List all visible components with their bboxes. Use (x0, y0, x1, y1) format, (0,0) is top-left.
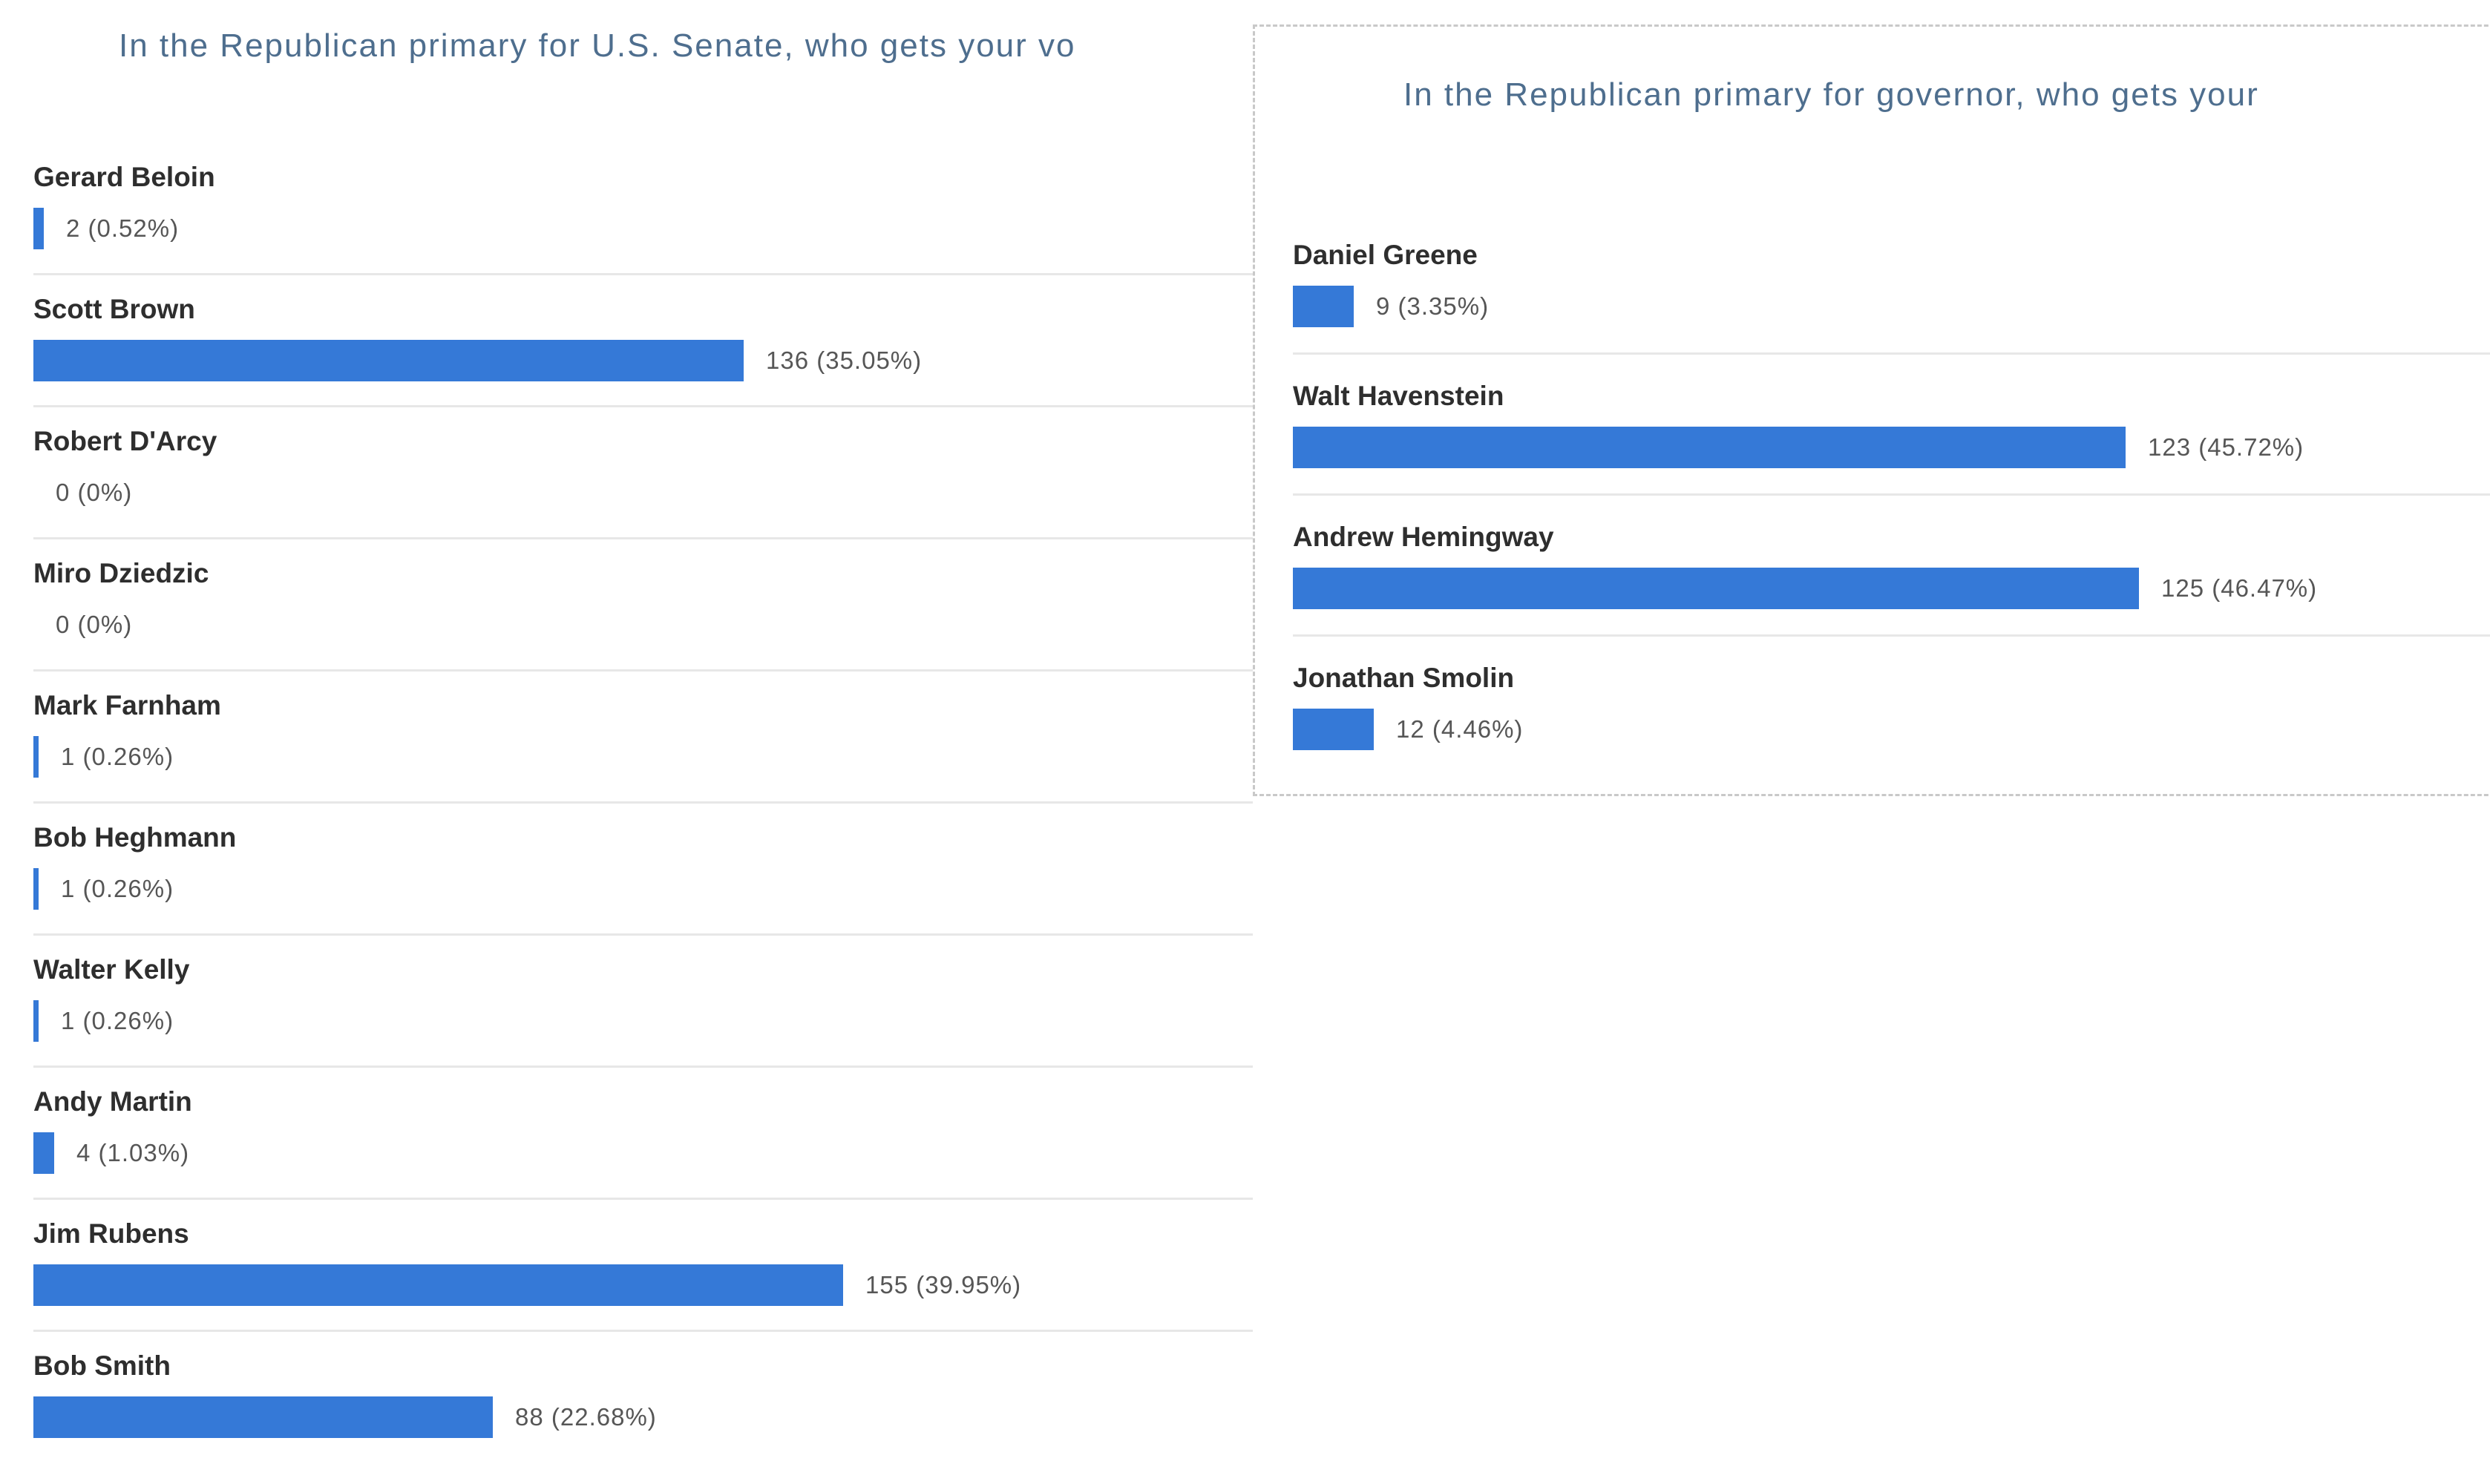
bar-line: 136 (35.05%) (33, 340, 1253, 381)
row-separator (33, 1198, 1253, 1200)
candidate-name: Mark Farnham (33, 690, 221, 720)
senate-chart-rows: Gerard Beloin 2 (0.52%) Scott Brown 136 … (33, 162, 1253, 1462)
bar-line: 0 (0%) (33, 472, 1253, 513)
bar-line: 2 (0.52%) (33, 208, 1253, 249)
candidate-name: Miro Dziedzic (33, 558, 209, 588)
row-separator (33, 405, 1253, 407)
row-separator (1293, 634, 2490, 637)
governor-chart-title: In the Republican primary for governor, … (1403, 76, 2259, 113)
governor-primary-panel: In the Republican primary for governor, … (1253, 24, 2490, 796)
candidate-name: Bob Heghmann (33, 822, 237, 853)
senate-chart-title: In the Republican primary for U.S. Senat… (119, 27, 1076, 64)
vote-bar (33, 1264, 843, 1306)
row-separator (33, 933, 1253, 936)
vote-bar (33, 340, 744, 381)
poll-option-row: Daniel Greene 9 (3.35%) (1293, 240, 2490, 355)
vote-bar (33, 208, 44, 249)
row-separator (33, 669, 1253, 672)
candidate-name: Walter Kelly (33, 954, 190, 985)
vote-bar (1293, 709, 1374, 750)
row-separator (33, 537, 1253, 539)
candidate-name: Bob Smith (33, 1350, 171, 1381)
candidate-name: Jonathan Smolin (1293, 663, 1515, 693)
poll-option-row: Gerard Beloin 2 (0.52%) (33, 162, 1253, 275)
poll-option-row: Andy Martin 4 (1.03%) (33, 1086, 1253, 1200)
row-separator (33, 1330, 1253, 1332)
vote-bar (33, 868, 39, 910)
senate-primary-chart: In the Republican primary for U.S. Senat… (33, 0, 1253, 1484)
vote-bar (1293, 427, 2126, 468)
bar-line: 4 (1.03%) (33, 1132, 1253, 1174)
vote-count-label: 88 (22.68%) (515, 1403, 657, 1431)
poll-option-row: Robert D'Arcy 0 (0%) (33, 426, 1253, 539)
bar-line: 155 (39.95%) (33, 1264, 1253, 1306)
candidate-name: Andy Martin (33, 1086, 192, 1117)
vote-bar (1293, 568, 2139, 609)
vote-bar (33, 1396, 493, 1438)
vote-count-label: 2 (0.52%) (66, 214, 180, 242)
vote-count-label: 4 (1.03%) (76, 1139, 190, 1166)
vote-bar (33, 1000, 39, 1042)
bar-line: 1 (0.26%) (33, 868, 1253, 910)
vote-count-label: 9 (3.35%) (1376, 292, 1490, 320)
poll-option-row: Scott Brown 136 (35.05%) (33, 294, 1253, 407)
bar-line: 1 (0.26%) (33, 1000, 1253, 1042)
vote-count-label: 1 (0.26%) (61, 875, 174, 902)
poll-option-row: Walt Havenstein 123 (45.72%) (1293, 381, 2490, 496)
bar-line: 9 (3.35%) (1293, 286, 2490, 327)
vote-count-label: 0 (0%) (56, 479, 133, 506)
bar-line: 125 (46.47%) (1293, 568, 2490, 609)
poll-option-row: Bob Smith 88 (22.68%) (33, 1350, 1253, 1438)
poll-option-row: Jonathan Smolin 12 (4.46%) (1293, 663, 2490, 750)
bar-line: 0 (0%) (33, 604, 1253, 646)
candidate-name: Walt Havenstein (1293, 381, 1504, 411)
governor-chart-rows: Daniel Greene 9 (3.35%) Walt Havenstein … (1293, 240, 2490, 775)
vote-bar (33, 736, 39, 778)
row-separator (1293, 352, 2490, 355)
bar-line: 88 (22.68%) (33, 1396, 1253, 1438)
row-separator (1293, 493, 2490, 496)
vote-count-label: 1 (0.26%) (61, 1007, 174, 1034)
vote-count-label: 125 (46.47%) (2161, 574, 2318, 602)
poll-option-row: Andrew Hemingway 125 (46.47%) (1293, 522, 2490, 637)
vote-bar (1293, 286, 1354, 327)
vote-count-label: 1 (0.26%) (61, 743, 174, 770)
poll-option-row: Mark Farnham 1 (0.26%) (33, 690, 1253, 804)
bar-line: 123 (45.72%) (1293, 427, 2490, 468)
vote-count-label: 12 (4.46%) (1396, 715, 1524, 743)
poll-option-row: Bob Heghmann 1 (0.26%) (33, 822, 1253, 936)
candidate-name: Andrew Hemingway (1293, 522, 1554, 552)
candidate-name: Robert D'Arcy (33, 426, 217, 456)
poll-option-row: Jim Rubens 155 (39.95%) (33, 1218, 1253, 1332)
poll-option-row: Walter Kelly 1 (0.26%) (33, 954, 1253, 1068)
vote-count-label: 0 (0%) (56, 611, 133, 638)
vote-count-label: 155 (39.95%) (865, 1271, 1022, 1298)
bar-line: 1 (0.26%) (33, 736, 1253, 778)
poll-option-row: Miro Dziedzic 0 (0%) (33, 558, 1253, 672)
row-separator (33, 1066, 1253, 1068)
candidate-name: Gerard Beloin (33, 162, 215, 192)
bar-line: 12 (4.46%) (1293, 709, 2490, 750)
vote-count-label: 136 (35.05%) (766, 347, 923, 374)
vote-bar (33, 1132, 54, 1174)
row-separator (33, 801, 1253, 804)
candidate-name: Scott Brown (33, 294, 195, 324)
row-separator (33, 273, 1253, 275)
vote-count-label: 123 (45.72%) (2148, 433, 2304, 461)
candidate-name: Jim Rubens (33, 1218, 189, 1249)
candidate-name: Daniel Greene (1293, 240, 1478, 270)
